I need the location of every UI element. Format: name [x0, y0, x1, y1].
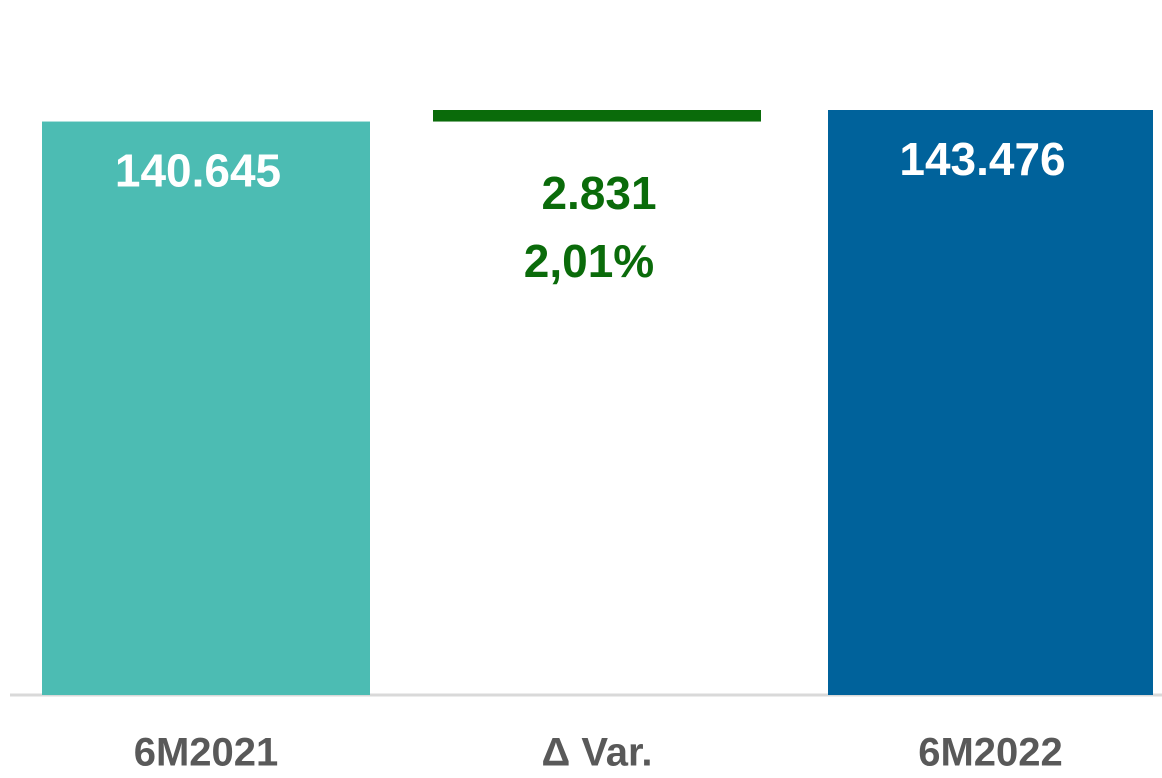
- value-label: 2.831: [541, 167, 656, 219]
- x-tick-label: 6M2021: [134, 731, 279, 775]
- value-label: 143.476: [899, 133, 1065, 185]
- x-tick-label: Δ Var.: [541, 731, 652, 775]
- value-label: 140.645: [115, 145, 281, 197]
- bar: [828, 110, 1153, 695]
- change-bar: [433, 110, 761, 122]
- bar: [42, 121, 370, 695]
- percent-label: 2,01%: [524, 235, 654, 287]
- x-tick-label: 6M2022: [918, 731, 1063, 775]
